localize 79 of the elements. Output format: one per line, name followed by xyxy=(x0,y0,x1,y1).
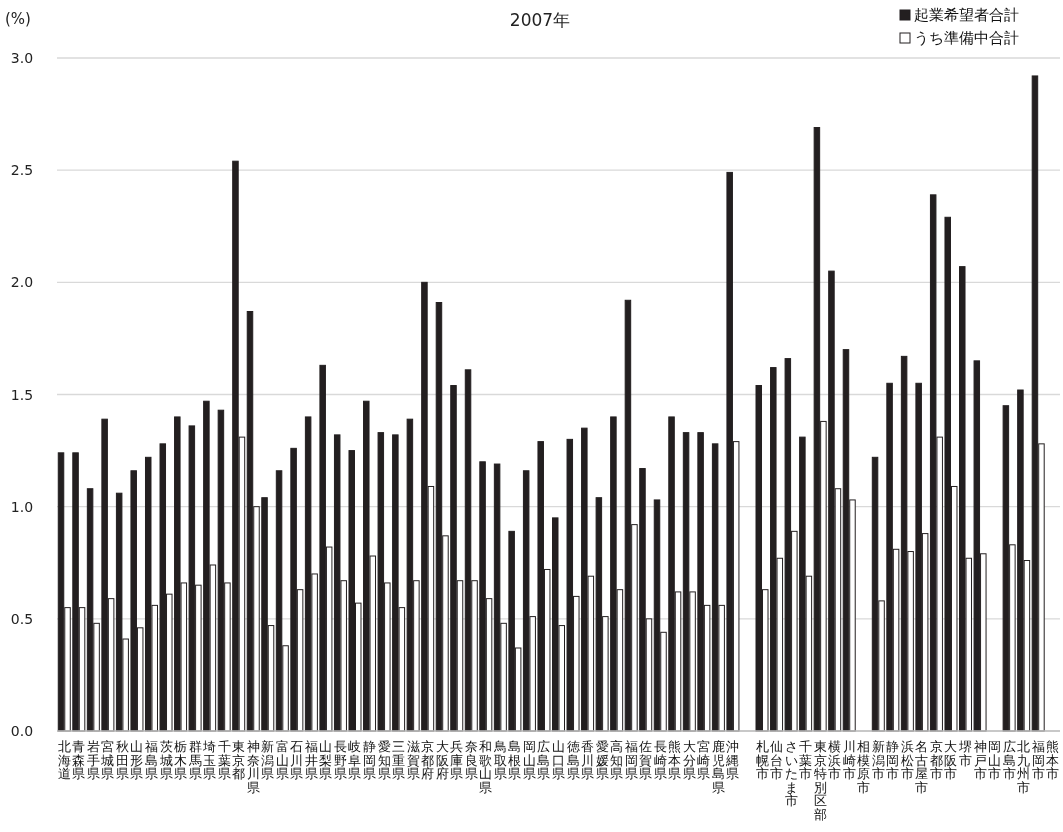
x-tick-label: 浜松市 xyxy=(900,739,914,781)
x-tick-label: 新潟市 xyxy=(871,739,885,781)
x-tick-label: 愛知県 xyxy=(377,739,391,781)
x-tick-label: 岡山県 xyxy=(522,739,536,781)
x-tick-label: 佐賀県 xyxy=(639,739,653,781)
x-tick-label: 滋賀県 xyxy=(406,739,420,781)
x-tick-label: 長崎県 xyxy=(653,739,667,781)
x-tick-label: 鳥取県 xyxy=(492,739,507,781)
x-tick-label: 三重県 xyxy=(392,739,406,781)
x-tick-label: 川崎市 xyxy=(842,739,856,781)
x-tick-label: 横浜市 xyxy=(828,739,842,781)
x-tick-label: 茨城県 xyxy=(158,739,173,781)
x-tick-label: 山形県 xyxy=(130,739,144,781)
x-tick-label: 富山県 xyxy=(275,739,289,781)
x-tick-label: 名古屋市 xyxy=(915,739,929,795)
x-tick-label: 京都市 xyxy=(929,739,943,781)
x-tick-label: 広島市 xyxy=(1002,739,1016,781)
x-tick-label: 広島県 xyxy=(537,739,551,781)
x-tick-label: 福島県 xyxy=(144,739,158,781)
x-tick-label: 鹿児島県 xyxy=(711,739,725,795)
x-tick-label: 神戸市 xyxy=(973,739,987,781)
x-tick-label: 秋田県 xyxy=(115,739,129,781)
x-tick-label: 山口県 xyxy=(552,739,565,781)
chart-title: 2007年 xyxy=(509,10,571,30)
x-tick-label: 島根県 xyxy=(508,739,522,781)
legend-label: うち準備中合計 xyxy=(914,29,1019,47)
x-tick-label: 福岡市 xyxy=(1031,739,1045,781)
x-tick-label: 宮城県 xyxy=(100,739,115,781)
x-tick-label: 大阪府 xyxy=(435,739,449,781)
y-tick-label: 2.5 xyxy=(10,162,34,179)
x-tick-label: 熊本市 xyxy=(1046,739,1060,781)
x-tick-label: 徳島県 xyxy=(566,739,580,781)
x-tick-label: 北海道 xyxy=(57,739,71,781)
x-tick-label: 静岡県 xyxy=(363,739,377,781)
x-tick-label: 堺市 xyxy=(958,739,973,768)
x-tick-label: 福井県 xyxy=(304,739,318,781)
x-tick-label: 東京特別区部 xyxy=(813,739,827,822)
x-tick-label: 愛媛県 xyxy=(595,739,609,781)
x-tick-label: 栃木県 xyxy=(174,739,188,781)
x-tick-label: 福岡県 xyxy=(624,739,638,781)
x-tick-label: 新潟県 xyxy=(261,739,275,781)
y-tick-label: 0.0 xyxy=(10,723,34,739)
legend-label: 起業希望者合計 xyxy=(914,6,1019,24)
x-tick-label: さいたま市 xyxy=(784,739,798,808)
y-tick-label: 0.5 xyxy=(10,610,34,627)
x-tick-label: 相模原市 xyxy=(857,739,871,795)
x-tick-label: 沖縄県 xyxy=(725,739,740,781)
y-axis-title: (%) xyxy=(5,10,31,28)
x-tick-label: 石川県 xyxy=(290,739,304,781)
x-tick-label: 岡山市 xyxy=(988,739,1002,781)
x-tick-label: 青森県 xyxy=(72,739,86,781)
x-tick-label: 千葉県 xyxy=(217,739,231,781)
x-tick-label: 静岡市 xyxy=(886,739,900,781)
x-tick-label: 熊本県 xyxy=(668,739,682,781)
x-tick-label: 高知県 xyxy=(610,739,624,781)
x-tick-label: 兵庫県 xyxy=(450,739,464,781)
x-tick-label: 北九州市 xyxy=(1017,739,1031,795)
x-tick-label: 香川県 xyxy=(581,739,595,781)
x-tick-label: 奈良県 xyxy=(464,739,478,781)
x-tick-label: 札幌市 xyxy=(755,739,769,781)
x-tick-label: 大分県 xyxy=(682,739,696,781)
y-tick-label: 2.0 xyxy=(10,274,34,291)
x-tick-label: 岩手県 xyxy=(86,739,100,781)
x-tick-label: 宮崎県 xyxy=(697,739,711,781)
x-tick-label: 群馬県 xyxy=(187,739,202,781)
x-tick-label: 仙台市 xyxy=(770,739,784,781)
x-tick-label: 山梨県 xyxy=(319,739,333,781)
x-tick-label: 神奈川県 xyxy=(246,739,260,795)
x-tick-label: 埼玉県 xyxy=(202,739,217,781)
x-tick-label: 岐阜県 xyxy=(348,739,362,781)
x-tick-label: 大阪市 xyxy=(944,739,958,781)
y-tick-label: 1.0 xyxy=(10,498,34,515)
x-tick-label: 千葉市 xyxy=(799,739,813,781)
y-tick-label: 3.0 xyxy=(10,50,34,66)
x-tick-label: 長野県 xyxy=(333,739,347,781)
y-tick-label: 1.5 xyxy=(10,386,34,403)
x-tick-label: 和歌山県 xyxy=(479,739,493,795)
x-tick-label: 京都府 xyxy=(421,739,435,781)
x-tick-label: 東京都 xyxy=(232,739,246,781)
